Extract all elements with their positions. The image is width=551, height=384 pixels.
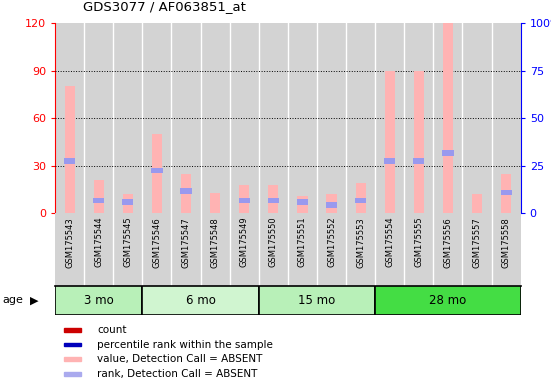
Bar	[355, 198, 366, 203]
Bar	[268, 185, 278, 213]
Text: GSM175555: GSM175555	[414, 217, 423, 267]
Bar	[414, 71, 424, 213]
Text: GSM175549: GSM175549	[240, 217, 249, 267]
Bar	[64, 328, 81, 332]
Bar	[259, 23, 288, 213]
Bar	[84, 23, 114, 213]
Bar	[122, 199, 133, 205]
Bar	[268, 198, 279, 203]
Bar	[442, 150, 453, 156]
Text: GSM175558: GSM175558	[501, 217, 511, 268]
Text: GSM175553: GSM175553	[356, 217, 365, 268]
Bar	[230, 23, 259, 213]
Bar	[501, 174, 511, 213]
Text: percentile rank within the sample: percentile rank within the sample	[97, 339, 273, 349]
Bar	[180, 188, 192, 194]
Bar	[385, 71, 395, 213]
Bar	[123, 194, 133, 213]
Text: GDS3077 / AF063851_at: GDS3077 / AF063851_at	[83, 0, 246, 13]
Text: GSM175556: GSM175556	[444, 217, 452, 268]
Text: GSM175550: GSM175550	[269, 217, 278, 267]
Bar	[346, 23, 375, 213]
Bar	[201, 23, 230, 213]
Text: ▶: ▶	[30, 295, 39, 306]
Bar	[210, 192, 220, 213]
Text: GSM175546: GSM175546	[153, 217, 161, 268]
Text: count: count	[97, 325, 127, 335]
Text: GSM175554: GSM175554	[385, 217, 395, 267]
Text: 28 mo: 28 mo	[429, 294, 467, 307]
Bar	[93, 198, 104, 203]
Bar	[298, 196, 307, 213]
Bar	[64, 372, 81, 376]
Bar	[355, 183, 366, 213]
Bar	[288, 23, 317, 213]
Bar	[375, 286, 521, 315]
Bar	[317, 23, 346, 213]
Text: GSM175551: GSM175551	[298, 217, 307, 267]
Bar	[94, 180, 104, 213]
Text: GSM175548: GSM175548	[210, 217, 220, 268]
Bar	[64, 343, 81, 346]
Text: age: age	[3, 295, 24, 306]
Bar	[434, 23, 462, 213]
Bar	[375, 23, 404, 213]
Bar	[64, 358, 81, 361]
Bar	[500, 190, 512, 195]
Text: GSM175552: GSM175552	[327, 217, 336, 267]
Bar	[64, 158, 75, 164]
Text: value, Detection Call = ABSENT: value, Detection Call = ABSENT	[97, 354, 262, 364]
Bar	[64, 86, 75, 213]
Bar	[239, 198, 250, 203]
Bar	[142, 286, 259, 315]
Bar	[326, 194, 337, 213]
Bar	[152, 167, 163, 173]
Bar	[491, 23, 521, 213]
Bar	[472, 194, 482, 213]
Bar	[152, 134, 162, 213]
Text: rank, Detection Call = ABSENT: rank, Detection Call = ABSENT	[97, 369, 257, 379]
Bar	[55, 286, 142, 315]
Bar	[462, 23, 491, 213]
Bar	[413, 158, 424, 164]
Text: 15 mo: 15 mo	[299, 294, 336, 307]
Text: GSM175545: GSM175545	[123, 217, 132, 267]
Bar	[384, 158, 396, 164]
Bar	[181, 174, 191, 213]
Text: 3 mo: 3 mo	[84, 294, 114, 307]
Bar	[55, 23, 84, 213]
Bar	[259, 286, 375, 315]
Text: GSM175543: GSM175543	[65, 217, 74, 268]
Bar	[443, 23, 453, 213]
Bar	[142, 23, 171, 213]
Text: GSM175547: GSM175547	[181, 217, 191, 268]
Text: GSM175557: GSM175557	[473, 217, 482, 268]
Bar	[171, 23, 201, 213]
Bar	[114, 23, 142, 213]
Bar	[297, 199, 308, 205]
Bar	[239, 185, 250, 213]
Text: GSM175544: GSM175544	[94, 217, 103, 267]
Text: 6 mo: 6 mo	[186, 294, 215, 307]
Bar	[404, 23, 434, 213]
Bar	[326, 202, 337, 208]
